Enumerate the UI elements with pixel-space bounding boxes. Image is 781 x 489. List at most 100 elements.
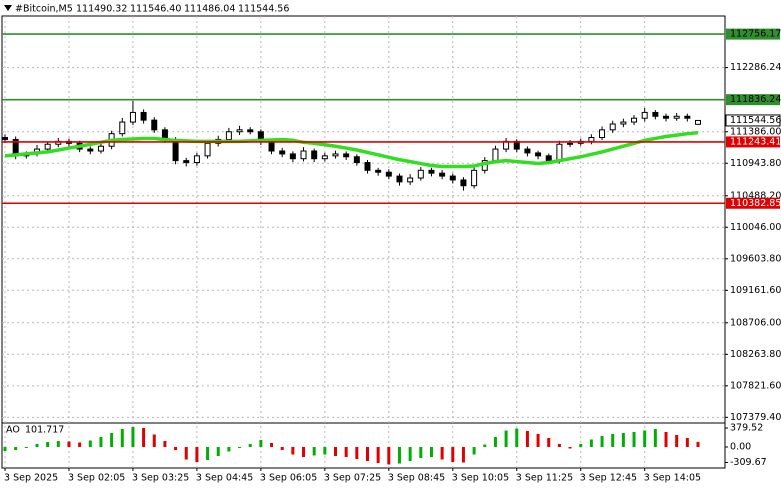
ao-bar bbox=[302, 447, 306, 457]
candle-body bbox=[44, 143, 51, 150]
ao-bar bbox=[238, 447, 242, 448]
moving-average bbox=[4, 130, 699, 169]
ao-bar bbox=[184, 447, 188, 460]
price-label-box bbox=[725, 114, 781, 127]
ao-bar bbox=[120, 429, 124, 447]
x-tick-label: 3 Sep 07:25 bbox=[324, 473, 381, 484]
ao-bar bbox=[429, 447, 433, 457]
ao-bar bbox=[99, 437, 103, 447]
ao-bar bbox=[56, 441, 60, 447]
plot-frame bbox=[1, 15, 726, 469]
ao-bar bbox=[206, 447, 210, 460]
ao-bar bbox=[600, 436, 604, 447]
candle-body bbox=[129, 111, 136, 123]
level-label: 110382.85 bbox=[730, 198, 781, 209]
ao-bar bbox=[195, 447, 199, 462]
candle-body bbox=[684, 115, 691, 119]
ao-bar bbox=[675, 435, 679, 447]
candle-body bbox=[556, 143, 563, 162]
ao-bar bbox=[696, 441, 700, 447]
candle-body bbox=[567, 142, 574, 145]
ao-bar bbox=[419, 447, 423, 458]
y-tick-label: 110488.20 bbox=[730, 190, 781, 201]
candle-body bbox=[396, 175, 403, 183]
ao-bar bbox=[653, 429, 657, 447]
y-tick-label: 107821.60 bbox=[730, 380, 781, 391]
candle-body bbox=[439, 172, 446, 177]
candle-body bbox=[545, 155, 552, 162]
ao-bar bbox=[46, 442, 50, 447]
ao-bar bbox=[525, 431, 529, 447]
y-tick-label: 109603.80 bbox=[730, 253, 781, 264]
candle-body bbox=[97, 145, 104, 152]
ao-bar bbox=[493, 437, 497, 447]
ao-value: 101.717 bbox=[25, 425, 64, 436]
candle-body bbox=[407, 177, 414, 183]
ao-bar bbox=[451, 447, 455, 462]
candle-body bbox=[460, 179, 467, 187]
y-tick-label: 110046.00 bbox=[730, 222, 781, 233]
ao-bar bbox=[387, 447, 391, 465]
candle-body bbox=[268, 140, 275, 152]
ao-bar bbox=[3, 447, 7, 451]
candle-body bbox=[652, 111, 659, 117]
candle-body bbox=[641, 111, 648, 119]
ao-bar bbox=[67, 441, 71, 447]
candle-body bbox=[279, 150, 286, 155]
candle-body bbox=[311, 150, 318, 160]
ao-bar bbox=[259, 440, 263, 447]
ao-bar bbox=[312, 447, 316, 456]
ao-bar bbox=[174, 447, 178, 450]
candle-body bbox=[492, 148, 499, 162]
ohlc-open: 111490.32 bbox=[76, 4, 127, 15]
candle-body bbox=[225, 131, 232, 140]
ao-tick-label: 379.52 bbox=[730, 423, 763, 434]
level-label-box bbox=[726, 28, 780, 40]
ohlc-low: 111486.04 bbox=[184, 4, 235, 15]
ohlc-close: 111544.56 bbox=[238, 4, 289, 15]
level-label: 111243.41 bbox=[730, 136, 781, 147]
ao-bar bbox=[270, 443, 274, 447]
level-label-box bbox=[726, 136, 780, 148]
ao-bar bbox=[408, 447, 412, 461]
ao-bar bbox=[14, 447, 18, 450]
candle-body bbox=[321, 155, 328, 160]
ohlc-high: 111546.40 bbox=[130, 4, 181, 15]
x-tick-label: 3 Sep 02:05 bbox=[68, 473, 125, 484]
ao-bar bbox=[131, 427, 135, 447]
candle-body bbox=[588, 137, 595, 142]
level-label-box bbox=[726, 197, 780, 209]
candle-body bbox=[119, 121, 126, 135]
ao-bar bbox=[568, 447, 572, 449]
x-tick-label: 3 Sep 04:45 bbox=[196, 473, 253, 484]
x-tick-label: 3 Sep 11:25 bbox=[516, 473, 573, 484]
candle-body bbox=[471, 169, 478, 187]
level-label: 111836.24 bbox=[730, 94, 781, 105]
candle-body bbox=[353, 156, 360, 164]
ao-bar bbox=[621, 433, 625, 447]
chart-title: #Bitcoin,M5 bbox=[15, 4, 73, 15]
candle-body bbox=[631, 117, 638, 123]
ao-bar bbox=[440, 447, 444, 460]
ao-bar bbox=[344, 447, 348, 457]
ao-bar bbox=[557, 444, 561, 447]
candle-body bbox=[609, 123, 616, 131]
ao-bar bbox=[589, 439, 593, 447]
candle-body bbox=[140, 111, 147, 121]
ao-bar bbox=[504, 430, 508, 447]
candle-body bbox=[247, 129, 254, 133]
ao-bar bbox=[664, 432, 668, 447]
candle-body bbox=[151, 119, 158, 131]
ao-bar bbox=[24, 447, 28, 448]
x-tick-label: 3 Sep 06:05 bbox=[260, 473, 317, 484]
candle-body bbox=[385, 171, 392, 177]
ao-bar bbox=[685, 438, 689, 447]
ao-bar bbox=[483, 444, 487, 447]
level-label: 112756.17 bbox=[730, 29, 781, 40]
candle-body bbox=[535, 152, 542, 157]
ao-bar bbox=[163, 441, 167, 447]
candle-body bbox=[2, 137, 8, 140]
ao-bar bbox=[397, 447, 401, 464]
ao-bar bbox=[334, 447, 338, 456]
